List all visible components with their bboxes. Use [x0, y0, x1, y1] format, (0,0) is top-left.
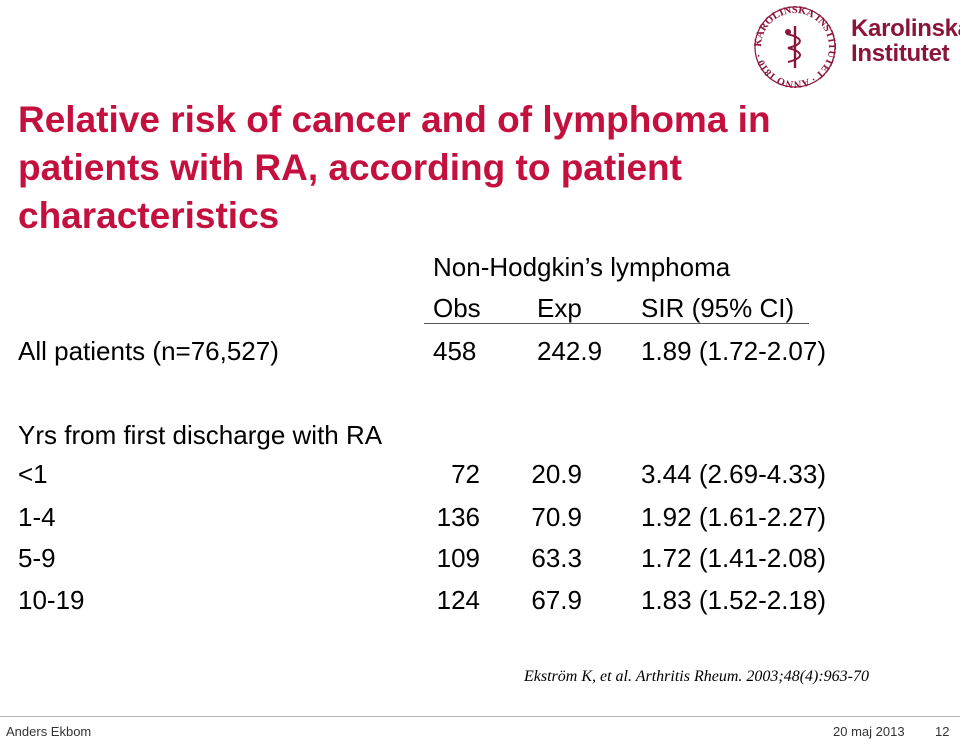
cell-obs: 458 [433, 336, 477, 366]
footer-page-number: 12 [935, 724, 950, 739]
group-header: Non-Hodgkin’s lymphoma [433, 252, 731, 282]
header-underline [424, 323, 809, 324]
col-header-exp: Exp [537, 293, 582, 323]
footer-author: Anders Ekbom [6, 724, 92, 739]
row-label: <1 [18, 459, 48, 489]
footer-date: 20 maj 2013 [833, 724, 905, 739]
cell-exp: 20.9 [531, 459, 582, 489]
cell-exp: 242.9 [537, 336, 603, 366]
cell-obs: 109 [436, 543, 480, 573]
karolinska-seal-logo: KAROLINSKA INSTITUTET · ANNO 1810 · [753, 5, 837, 89]
karolinska-wordmark: Karolinska Institutet [851, 16, 960, 66]
citation: Ekström K, et al. Arthritis Rheum. 2003;… [524, 668, 870, 685]
cell-exp: 63.3 [531, 543, 582, 573]
slide-title: Relative risk of cancer and of lymphoma … [18, 99, 771, 236]
cell-sir: 1.72 (1.41-2.08) [641, 543, 827, 573]
footer-divider [0, 716, 960, 717]
row-label: 10-19 [18, 585, 85, 615]
cell-sir: 1.83 (1.52-2.18) [641, 585, 827, 615]
logo-name-line1: Karolinska [851, 15, 960, 42]
cell-sir: 3.44 (2.69-4.33) [641, 459, 827, 489]
col-header-sir: SIR (95% CI) [641, 293, 795, 323]
row-label: 1-4 [18, 502, 56, 532]
cell-exp: 70.9 [531, 502, 582, 532]
row-label: 5-9 [18, 543, 56, 573]
cell-exp: 67.9 [531, 585, 582, 615]
cell-obs: 72 [451, 459, 480, 489]
row-label: All patients (n=76,527) [18, 336, 279, 366]
logo-name-line2: Institutet [851, 40, 950, 67]
cell-sir: 1.89 (1.72-2.07) [641, 336, 827, 366]
cell-obs: 124 [436, 585, 480, 615]
cell-sir: 1.92 (1.61-2.27) [641, 502, 827, 532]
col-header-obs: Obs [433, 293, 481, 323]
cell-obs: 136 [436, 502, 480, 532]
section-label: Yrs from first discharge with RA [18, 420, 383, 450]
